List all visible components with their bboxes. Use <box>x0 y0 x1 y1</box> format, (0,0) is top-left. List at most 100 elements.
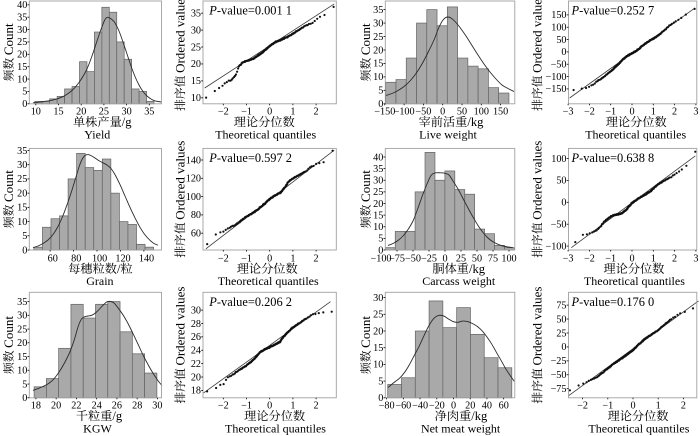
svg-text:10: 10 <box>31 107 41 118</box>
svg-text:Theoretical quantiles: Theoretical quantiles <box>215 127 316 141</box>
svg-text:−1: −1 <box>241 253 252 264</box>
svg-text:Theoretical quantiles: Theoretical quantiles <box>218 274 319 288</box>
svg-text:−50: −50 <box>415 107 431 118</box>
svg-text:10: 10 <box>17 217 27 228</box>
svg-text:10: 10 <box>17 366 27 377</box>
svg-text:−1: −1 <box>605 107 616 118</box>
svg-text:15: 15 <box>17 62 27 73</box>
svg-text:28: 28 <box>132 401 142 412</box>
svg-text:−40: −40 <box>412 401 428 412</box>
svg-text:Theoretical quantiles: Theoretical quantiles <box>225 421 326 435</box>
svg-text:10: 10 <box>17 74 27 85</box>
svg-text:0: 0 <box>22 245 27 256</box>
svg-text:24: 24 <box>191 346 201 357</box>
svg-text:22: 22 <box>71 401 81 412</box>
svg-text:−50: −50 <box>405 253 421 264</box>
svg-text:−3: −3 <box>563 107 574 118</box>
svg-text:22: 22 <box>191 359 201 370</box>
svg-text:2: 2 <box>314 401 319 412</box>
svg-text:P-value=0.206 2: P-value=0.206 2 <box>208 295 292 309</box>
svg-text:−75: −75 <box>389 253 405 264</box>
svg-text:−20: −20 <box>429 401 445 412</box>
svg-text:100: 100 <box>474 107 489 118</box>
svg-text:20: 20 <box>17 338 27 349</box>
svg-text:75: 75 <box>556 300 566 311</box>
svg-text:−60: −60 <box>395 401 411 412</box>
svg-text:50: 50 <box>556 314 566 325</box>
svg-text:100: 100 <box>501 253 516 264</box>
svg-text:Live weight: Live weight <box>419 127 477 141</box>
svg-text:/: / <box>117 262 121 276</box>
svg-text:1: 1 <box>651 107 656 118</box>
svg-text:−25: −25 <box>421 253 437 264</box>
svg-text:Yield: Yield <box>84 127 110 141</box>
svg-text:Ordered values: Ordered values <box>172 0 187 76</box>
svg-text:Ordered values: Ordered values <box>530 141 545 223</box>
svg-text:−75: −75 <box>551 384 567 395</box>
svg-text:Count: Count <box>358 170 373 205</box>
svg-text:−100: −100 <box>370 253 391 264</box>
svg-text:18: 18 <box>191 386 201 397</box>
svg-text:0: 0 <box>440 107 445 118</box>
svg-text:30: 30 <box>373 18 383 29</box>
svg-text:20: 20 <box>465 401 475 412</box>
svg-text:35: 35 <box>17 146 27 157</box>
svg-text:35: 35 <box>373 5 383 16</box>
svg-text:25: 25 <box>99 107 109 118</box>
svg-text:24: 24 <box>92 401 102 412</box>
svg-text:2: 2 <box>681 401 686 412</box>
svg-text:150: 150 <box>551 10 566 21</box>
svg-text:30: 30 <box>191 25 201 36</box>
svg-text:Carcass weight: Carcass weight <box>422 274 496 288</box>
svg-text:P-value=0.001 1: P-value=0.001 1 <box>208 4 292 18</box>
svg-text:−150: −150 <box>374 107 395 118</box>
svg-text:/g: /g <box>122 115 132 129</box>
svg-text:20: 20 <box>373 326 383 337</box>
svg-text:−1: −1 <box>602 401 613 412</box>
svg-text:0: 0 <box>630 401 635 412</box>
svg-text:100: 100 <box>551 23 566 34</box>
svg-text:−50: −50 <box>551 370 567 381</box>
svg-text:25: 25 <box>456 253 466 264</box>
svg-text:Ordered values: Ordered values <box>530 287 545 369</box>
svg-text:30: 30 <box>373 293 383 304</box>
svg-text:20: 20 <box>191 59 201 70</box>
svg-text:35: 35 <box>373 164 383 175</box>
svg-text:60: 60 <box>191 229 201 240</box>
svg-text:1: 1 <box>290 401 295 412</box>
svg-text:25: 25 <box>373 32 383 43</box>
svg-text:25: 25 <box>556 328 566 339</box>
svg-text:35: 35 <box>17 297 27 308</box>
svg-text:25: 25 <box>17 324 27 335</box>
svg-text:100: 100 <box>551 154 566 165</box>
svg-text:−100: −100 <box>394 107 415 118</box>
svg-text:80: 80 <box>191 210 201 221</box>
svg-text:1: 1 <box>290 107 295 118</box>
svg-text:60: 60 <box>48 253 58 264</box>
svg-text:Theoretical quantiles: Theoretical quantiles <box>585 127 686 141</box>
svg-text:40: 40 <box>17 0 27 11</box>
svg-text:0: 0 <box>267 253 272 264</box>
svg-text:35: 35 <box>191 9 201 20</box>
svg-text:−1: −1 <box>605 253 616 264</box>
svg-text:0: 0 <box>22 393 27 404</box>
svg-text:15: 15 <box>53 107 63 118</box>
svg-text:30: 30 <box>17 160 27 171</box>
svg-text:−150: −150 <box>545 84 566 95</box>
svg-text:0: 0 <box>561 198 566 209</box>
svg-text:P-value=0.597 2: P-value=0.597 2 <box>208 151 292 165</box>
svg-text:2: 2 <box>314 253 319 264</box>
svg-text:40: 40 <box>373 152 383 163</box>
svg-text:50: 50 <box>457 107 467 118</box>
svg-text:Count: Count <box>1 316 16 351</box>
svg-text:50: 50 <box>556 35 566 46</box>
svg-text:Net meat weight: Net meat weight <box>421 421 501 435</box>
svg-text:30: 30 <box>17 25 27 36</box>
svg-text:20: 20 <box>373 199 383 210</box>
svg-text:10: 10 <box>373 360 383 371</box>
svg-text:100: 100 <box>92 253 107 264</box>
svg-text:80: 80 <box>71 253 81 264</box>
svg-text:Theoretical quantiles: Theoretical quantiles <box>588 421 689 435</box>
svg-text:Count: Count <box>358 23 373 58</box>
svg-text:0: 0 <box>378 245 383 256</box>
